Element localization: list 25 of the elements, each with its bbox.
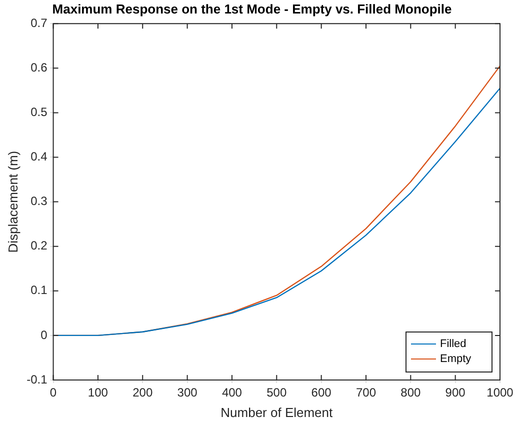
x-tick-label: 500 [266,386,287,400]
chart-title: Maximum Response on the 1st Mode - Empty vs. Filled Monopile [52,1,452,16]
y-tick-label: 0.5 [30,105,48,120]
y-axis-title: Displacement (m) [5,150,20,253]
x-tick-label: 400 [222,386,242,400]
y-tick-label: 0.4 [30,150,48,164]
legend-label: Filled [440,338,466,350]
y-tick-label: 0.2 [30,238,48,253]
y-tick-label: 0 [40,328,48,342]
x-axis-title: Number of Element [220,404,334,420]
x-tick-label: 800 [400,386,421,400]
x-tick-label: 200 [132,386,153,400]
x-tick-label: 100 [88,386,108,400]
y-tick-label: 0.6 [30,60,48,74]
x-tick-label: 700 [356,386,376,400]
x-tick-label: 600 [311,386,332,400]
x-tick-label: 900 [445,386,466,400]
y-tick-label: -0.1 [26,372,48,386]
legend-label: Empty [440,353,472,366]
y-tick-label: 0.3 [30,194,48,208]
x-tick-label: 0 [50,386,57,400]
x-tick-label: 1000 [486,386,514,400]
x-tick-label: 300 [177,386,198,400]
y-tick-label: 0.1 [30,283,48,298]
y-tick-label: 0.7 [30,16,48,30]
